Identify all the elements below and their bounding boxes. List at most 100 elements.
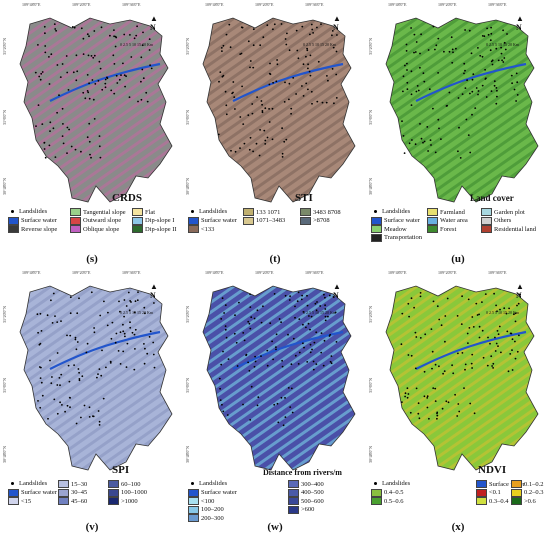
landslide-point — [308, 315, 310, 317]
landslide-point — [284, 416, 287, 418]
landslide-point — [455, 47, 457, 50]
landslide-point — [98, 135, 101, 138]
legend-swatch — [371, 216, 382, 225]
landslide-point — [232, 91, 234, 94]
landslide-point — [142, 77, 145, 80]
landslide-point — [475, 302, 478, 305]
landslide-point — [404, 392, 407, 395]
legend-item: 0.1–0.2 — [511, 480, 544, 488]
legend-label: 60–100 — [121, 480, 141, 488]
landslide-point — [329, 360, 332, 363]
landslide-point — [301, 294, 303, 297]
landslide-point — [264, 107, 267, 110]
landslide-point — [287, 333, 289, 336]
landslide-point — [249, 327, 252, 330]
landslide-point — [324, 319, 327, 322]
landslide-point — [125, 305, 128, 307]
legend-swatch — [243, 216, 254, 225]
north-arrow-icon: ▲ N — [150, 14, 158, 32]
landslide-point — [59, 401, 61, 404]
landslide-point — [281, 127, 283, 130]
landslide-point — [313, 341, 316, 344]
legend-item: 0.3–0.4 — [476, 497, 509, 505]
legend-label: Surface water — [21, 217, 57, 224]
landslide-point — [271, 340, 273, 343]
landslide-point — [463, 62, 466, 65]
landslide-point — [60, 373, 63, 376]
study-area-map — [202, 17, 356, 203]
landslide-point — [312, 360, 315, 363]
landslide-point — [427, 150, 429, 152]
legend-item: Surface water — [188, 488, 237, 497]
landslide-point — [96, 376, 98, 379]
landslide-point — [428, 417, 430, 420]
panel-label: (t) — [269, 253, 281, 265]
landslide-point — [248, 148, 251, 151]
landslide-point — [93, 54, 96, 57]
landslide-point — [89, 153, 91, 156]
legend-swatch — [427, 208, 438, 216]
landslide-point — [115, 74, 118, 77]
landslide-point — [445, 105, 448, 107]
landslide-point — [260, 100, 263, 102]
legend-label: 0.1–0.2 — [524, 480, 544, 488]
landslide-point — [113, 92, 116, 95]
landslide-point — [419, 337, 422, 339]
landslide-point — [129, 326, 132, 329]
landslide-point — [247, 40, 250, 43]
landslide-point — [124, 335, 126, 338]
landslide-point — [116, 82, 119, 84]
legend-item: 30–45 — [58, 488, 87, 497]
landslide-point — [224, 325, 227, 327]
landslide-point — [38, 75, 41, 78]
longitude-label: 109°20'0"E — [438, 2, 457, 7]
panel-label: (v) — [85, 521, 99, 533]
landslide-point — [248, 322, 251, 325]
landslide-point — [113, 63, 116, 65]
landslide-point — [74, 148, 77, 151]
landslide-point — [513, 313, 515, 316]
landslide-point — [130, 56, 133, 58]
landslide-point — [243, 339, 246, 342]
legend-title: CRDS — [112, 192, 142, 204]
landslide-point — [260, 355, 262, 357]
legend-swatch — [476, 488, 487, 497]
longitude-label: 109°20'0"E — [72, 270, 91, 275]
legend-swatch — [481, 225, 492, 233]
landslide-point — [419, 295, 422, 298]
landslide-point — [41, 123, 44, 125]
landslide-point — [320, 332, 323, 334]
landslide-point — [281, 156, 284, 158]
landslide-point — [471, 113, 473, 116]
landslide-point — [478, 336, 481, 339]
landslide-point — [465, 118, 468, 121]
landslide-point — [140, 56, 143, 59]
landslide-point — [471, 90, 474, 93]
landslide-point — [44, 32, 46, 35]
landslide-point — [410, 104, 413, 106]
landslide-point — [222, 350, 224, 353]
landslide-point — [75, 348, 78, 351]
landslide-point — [128, 309, 131, 312]
legend-label: Surface water — [201, 217, 237, 224]
landslide-point — [276, 402, 279, 405]
landslide-point — [307, 88, 309, 91]
legend-swatch — [481, 216, 492, 225]
landslide-point — [123, 299, 126, 301]
landslide-point — [509, 353, 512, 355]
landslide-point — [134, 348, 136, 350]
legend-title: Land cover — [470, 193, 514, 203]
landslide-point — [444, 315, 447, 317]
landslide-point — [505, 312, 508, 315]
landslide-point — [275, 348, 277, 351]
landslide-point — [306, 294, 308, 297]
landslide-point — [275, 346, 277, 348]
legend-item: 3483 8708 — [300, 208, 341, 216]
landslide-point — [281, 359, 283, 362]
landslide-point — [434, 48, 436, 51]
landslide-point — [296, 49, 299, 52]
landslide-point — [336, 34, 338, 36]
landslide-point — [48, 83, 51, 85]
landslide-point — [427, 49, 430, 51]
landslide-point — [302, 311, 305, 313]
